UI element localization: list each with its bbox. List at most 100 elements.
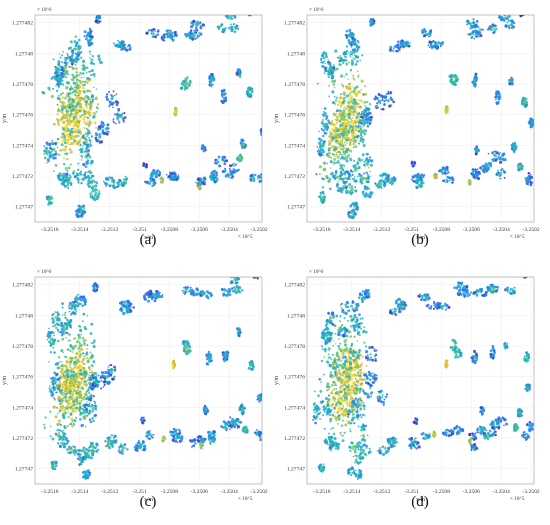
data-point xyxy=(474,29,476,31)
data-point xyxy=(234,31,236,33)
data-point xyxy=(329,135,331,137)
data-point xyxy=(118,120,120,122)
data-point xyxy=(125,176,127,178)
data-point xyxy=(194,35,196,37)
data-point xyxy=(348,173,351,176)
data-point xyxy=(336,68,339,71)
data-point xyxy=(523,11,525,13)
data-point xyxy=(354,176,356,178)
data-point xyxy=(339,55,341,57)
data-point xyxy=(337,57,339,59)
data-point xyxy=(469,28,471,30)
data-point xyxy=(340,149,342,151)
data-point xyxy=(151,33,153,35)
data-point xyxy=(79,149,81,151)
data-point xyxy=(123,182,126,185)
data-point xyxy=(76,371,78,373)
data-point xyxy=(323,169,325,171)
data-point xyxy=(96,140,99,143)
data-point xyxy=(75,49,77,51)
data-point xyxy=(69,133,72,136)
data-point xyxy=(77,334,80,337)
data-point xyxy=(422,182,424,184)
data-point xyxy=(200,34,201,35)
data-point xyxy=(163,34,165,36)
data-point xyxy=(69,115,71,117)
data-point xyxy=(80,214,82,216)
data-point xyxy=(348,215,350,217)
data-point xyxy=(180,86,183,89)
data-point xyxy=(70,142,73,145)
data-point xyxy=(85,104,87,106)
data-point xyxy=(79,72,81,74)
data-point xyxy=(62,393,64,395)
data-point xyxy=(485,163,488,166)
data-point xyxy=(61,117,64,120)
data-point xyxy=(71,135,74,138)
data-point xyxy=(54,78,57,81)
data-point xyxy=(262,131,265,134)
data-point xyxy=(82,114,84,116)
data-point xyxy=(350,126,352,128)
data-point xyxy=(332,153,334,155)
y-tick-label: 1.277482 xyxy=(284,21,305,27)
data-point xyxy=(509,82,510,83)
data-point xyxy=(355,213,357,215)
data-point xyxy=(354,190,357,193)
data-point xyxy=(57,413,59,415)
data-point xyxy=(52,58,54,60)
data-point xyxy=(342,85,344,87)
data-point xyxy=(61,108,64,111)
data-point xyxy=(68,378,70,380)
data-point xyxy=(85,386,87,388)
data-point xyxy=(520,10,523,13)
data-point xyxy=(502,153,504,155)
y-tick-label: 1.27747 xyxy=(287,205,305,211)
data-point xyxy=(82,60,85,63)
data-point xyxy=(357,70,358,71)
data-point xyxy=(89,111,92,114)
data-point xyxy=(232,18,234,20)
data-point xyxy=(49,202,51,204)
data-point xyxy=(341,124,343,126)
data-point xyxy=(530,177,532,179)
data-point xyxy=(349,192,351,194)
data-point xyxy=(328,67,330,69)
data-point xyxy=(499,161,502,164)
data-point xyxy=(78,208,80,210)
data-point xyxy=(362,141,364,143)
data-point xyxy=(342,62,344,64)
data-point xyxy=(79,110,82,113)
data-point xyxy=(329,188,332,191)
data-point xyxy=(103,124,105,126)
data-point xyxy=(123,112,125,114)
data-point xyxy=(454,74,457,77)
data-point xyxy=(248,13,250,15)
data-point xyxy=(355,49,358,52)
y-tick-label: 1.277476 xyxy=(12,113,33,119)
data-point xyxy=(51,150,53,152)
data-point xyxy=(338,147,340,149)
data-point xyxy=(364,164,366,166)
data-point xyxy=(325,53,327,55)
data-point xyxy=(340,110,342,112)
x-exponent-label: × 10^5 xyxy=(510,234,525,240)
data-point xyxy=(62,83,64,85)
data-point xyxy=(365,171,368,174)
data-point xyxy=(330,160,333,163)
data-point xyxy=(54,415,57,418)
data-point xyxy=(333,125,335,127)
data-point xyxy=(355,116,358,119)
data-point xyxy=(315,173,317,175)
data-point xyxy=(511,82,514,85)
data-point xyxy=(319,165,322,168)
data-point xyxy=(517,165,519,167)
data-point xyxy=(364,109,367,112)
data-point xyxy=(76,82,79,85)
data-point xyxy=(102,129,105,132)
data-point xyxy=(346,142,348,144)
data-point xyxy=(229,12,231,14)
data-point xyxy=(357,168,359,170)
data-point xyxy=(119,44,121,46)
data-point xyxy=(190,25,193,28)
